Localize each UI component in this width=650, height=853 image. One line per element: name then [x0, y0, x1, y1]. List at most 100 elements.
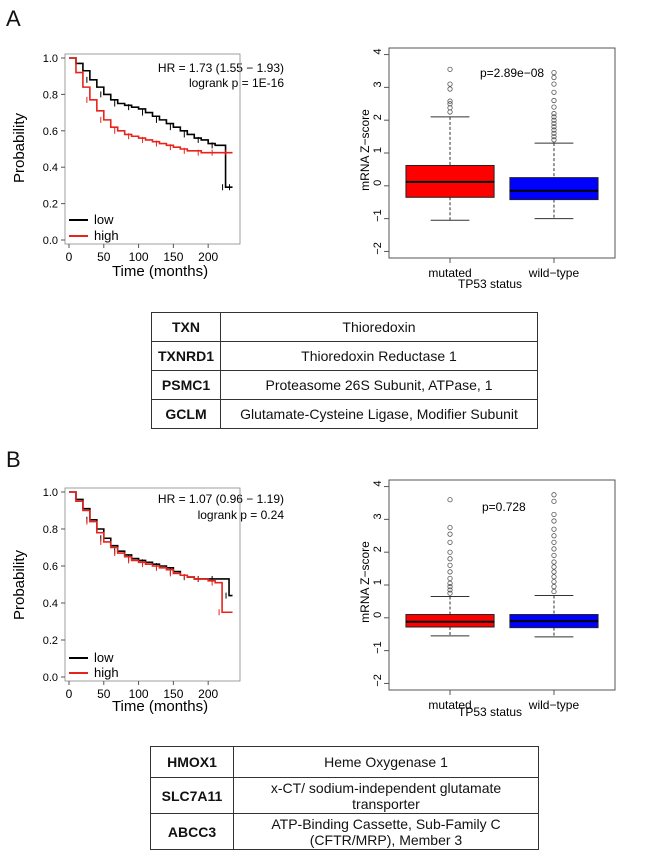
y-tick-label: 4 — [372, 49, 384, 55]
outlier-point — [551, 588, 557, 595]
panel-letter-a: A — [6, 6, 21, 31]
outlier-point — [551, 127, 557, 133]
legend-high-label: high — [94, 665, 119, 680]
x-tick-label: wild−type — [528, 266, 580, 280]
table-row: TXN Thioredoxin — [150, 312, 538, 342]
outlier-point — [551, 569, 557, 575]
table-row: HMOX1 Heme Oxygenase 1 — [150, 746, 539, 778]
y-tick-label: 3 — [372, 81, 384, 87]
gene-symbol: GCLM — [150, 399, 222, 429]
outlier-point — [551, 133, 557, 140]
km-hr-text: HR = 1.07 (0.96 − 1.19) — [158, 492, 284, 506]
y-tick-label: 4 — [372, 481, 384, 487]
outlier-point — [551, 137, 557, 143]
table-row: GCLM Glutamate-Cysteine Ligase, Modifier… — [150, 399, 538, 429]
outlier-point — [551, 130, 557, 136]
gene-name: Thioredoxin Reductase 1 — [220, 341, 538, 371]
y-tick-label: 1.0 — [43, 53, 58, 65]
x-tick-label: 200 — [198, 687, 218, 701]
y-tick-label: 0.6 — [43, 561, 58, 573]
y-tick-label: −2 — [372, 242, 384, 255]
outlier-point — [447, 575, 453, 582]
gene-symbol: SLC7A11 — [150, 777, 234, 814]
legend-low-label: low — [94, 212, 114, 227]
y-tick-label: 0.2 — [43, 635, 58, 647]
outlier-point — [551, 539, 557, 545]
gene-name: Glutamate-Cysteine Ligase, Modifier Subu… — [220, 399, 538, 429]
outlier-point — [551, 533, 557, 539]
km-legend: low high — [69, 212, 119, 243]
x-tick-label: 0 — [66, 687, 73, 701]
box-p-text: p=0.728 — [482, 500, 526, 514]
x-tick-label: 50 — [97, 687, 111, 701]
box-p-text: p=2.89e−08 — [480, 66, 544, 80]
x-tick-label: 100 — [129, 687, 149, 701]
y-tick-label: 0.0 — [43, 672, 58, 684]
y-tick-label: 0 — [372, 180, 384, 186]
y-tick-label: 0.4 — [43, 598, 58, 610]
table-row: SLC7A11 x-CT/ sodium-independent glutama… — [150, 777, 539, 814]
outlier-point — [447, 549, 453, 555]
gene-name: Heme Oxygenase 1 — [233, 746, 539, 778]
outlier-point — [447, 105, 453, 111]
outlier-point — [447, 98, 453, 104]
y-tick-label: 0.8 — [43, 524, 58, 536]
box-plot-a: mRNA Z−score TP53 status p=2.89e−08 −2 −1… — [358, 47, 616, 291]
gene-name: Proteasome 26S Subunit, ATPase, 1 — [220, 370, 538, 400]
outlier-point — [551, 81, 557, 87]
outlier-point — [447, 587, 453, 593]
outlier-point — [447, 81, 453, 87]
legend-high-label: high — [94, 228, 119, 243]
outlier-point — [551, 498, 557, 504]
outlier-point — [447, 101, 453, 107]
outlier-point — [447, 569, 453, 575]
outlier-point — [447, 531, 453, 537]
outlier-point — [551, 124, 557, 130]
outlier-point — [447, 580, 453, 586]
table-row: ABCC3 ATP-Binding Cassette, Sub-Family C… — [150, 813, 539, 850]
outlier-point — [447, 590, 453, 596]
outlier-point — [551, 89, 557, 95]
outlier-point — [551, 546, 557, 552]
outlier-point — [551, 114, 557, 120]
outlier-point — [551, 574, 557, 580]
box-1 — [509, 177, 599, 201]
outlier-point — [447, 584, 453, 590]
km-ylabel: Probability — [11, 549, 28, 620]
gene-symbol: ABCC3 — [150, 813, 234, 850]
outlier-point — [551, 552, 557, 559]
y-tick-label: 0.4 — [43, 162, 58, 174]
box-xlabel: TP53 status — [458, 277, 522, 291]
km-plot-b: Probability Time (months) HR = 1.07 (0.9… — [11, 487, 284, 715]
gene-symbol: PSMC1 — [150, 370, 222, 400]
y-tick-label: 2 — [372, 114, 384, 120]
outlier-point — [447, 539, 453, 545]
gene-symbol: TXN — [150, 312, 222, 342]
box-ylabel: mRNA Z−score — [358, 541, 372, 623]
outlier-point — [551, 518, 557, 524]
survival-curve-low — [69, 57, 233, 189]
y-tick-label: −1 — [372, 641, 384, 654]
y-tick-label: 3 — [372, 513, 384, 519]
plot-frame — [64, 53, 241, 245]
outlier-point — [551, 526, 557, 532]
km-xlabel: Time (months) — [112, 263, 208, 280]
box-xlabel: TP53 status — [458, 705, 522, 719]
outlier-point — [551, 584, 557, 590]
y-tick-label: 0.8 — [43, 89, 58, 101]
y-tick-label: 0.0 — [43, 235, 58, 247]
km-legend: low high — [69, 650, 119, 680]
outlier-point — [551, 511, 557, 518]
outlier-point — [551, 70, 557, 76]
x-tick-label: 0 — [66, 250, 73, 264]
km-logrank-text: logrank p = 1E-16 — [189, 76, 284, 90]
y-tick-label: 0 — [372, 612, 384, 618]
outlier-point — [447, 562, 453, 568]
y-tick-label: −1 — [372, 209, 384, 222]
y-tick-label: 1 — [372, 147, 384, 153]
outlier-point — [551, 117, 557, 123]
gene-symbol: TXNRD1 — [150, 341, 222, 371]
gene-symbol: HMOX1 — [150, 746, 234, 778]
x-tick-label: 150 — [163, 250, 183, 264]
y-tick-label: 1 — [372, 579, 384, 585]
